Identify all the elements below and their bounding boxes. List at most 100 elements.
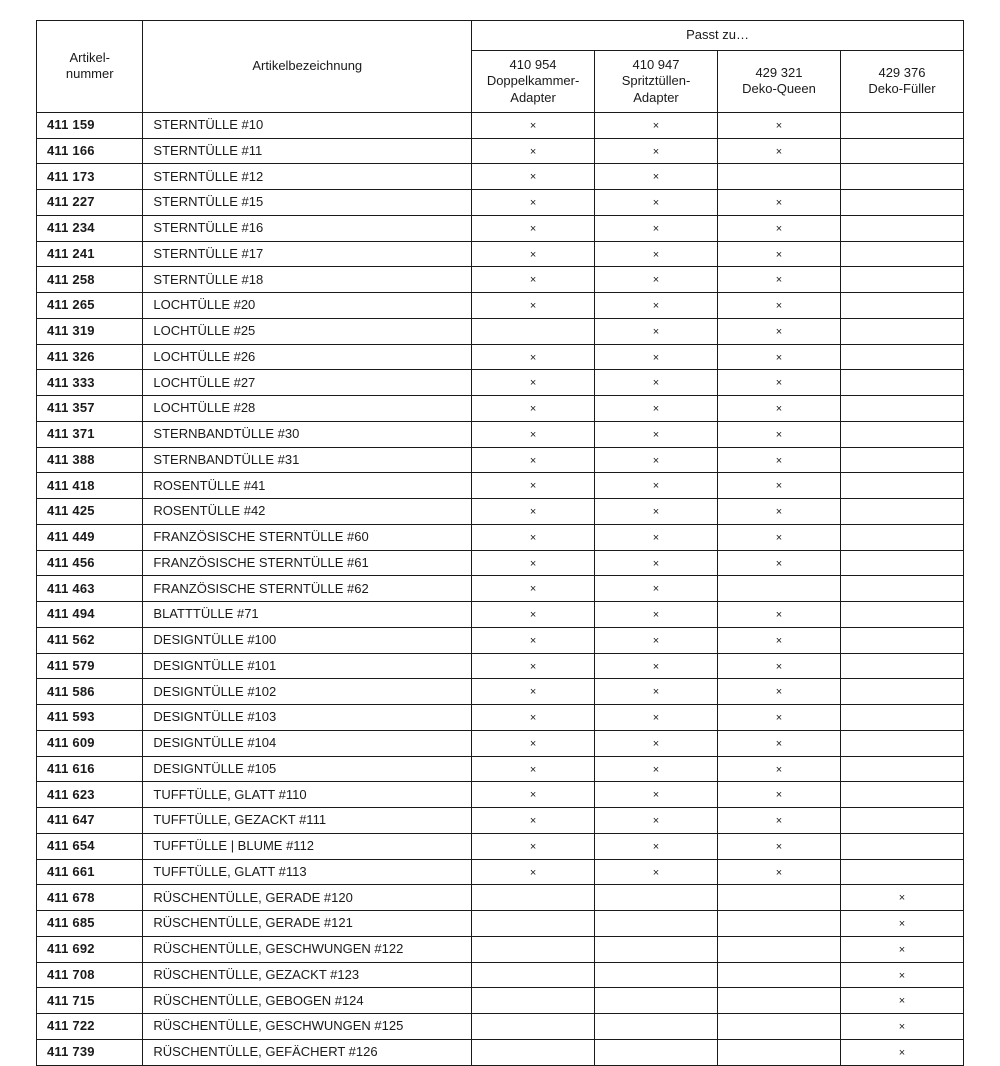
cell-fit-3: × bbox=[840, 1039, 963, 1065]
cell-fit-0: × bbox=[472, 190, 595, 216]
cell-fit-2: × bbox=[717, 421, 840, 447]
cell-artikelnummer: 411 265 bbox=[37, 293, 143, 319]
check-mark-icon: × bbox=[776, 429, 782, 441]
check-mark-icon: × bbox=[653, 171, 659, 183]
table-row: 411 593DESIGNTÜLLE #103××× bbox=[37, 705, 964, 731]
cell-fit-0: × bbox=[472, 215, 595, 241]
table-row: 411 739RÜSCHENTÜLLE, GEFÄCHERT #126× bbox=[37, 1039, 964, 1065]
cell-fit-0: × bbox=[472, 602, 595, 628]
cell-fit-2 bbox=[717, 576, 840, 602]
cell-artikelbezeichnung: RÜSCHENTÜLLE, GESCHWUNGEN #122 bbox=[143, 936, 472, 962]
cell-fit-1: × bbox=[595, 293, 718, 319]
table-row: 411 463FRANZÖSISCHE STERNTÜLLE #62×× bbox=[37, 576, 964, 602]
cell-artikelbezeichnung: RÜSCHENTÜLLE, GEZACKT #123 bbox=[143, 962, 472, 988]
cell-fit-2: × bbox=[717, 808, 840, 834]
cell-fit-0: × bbox=[472, 705, 595, 731]
cell-fit-2: × bbox=[717, 705, 840, 731]
check-mark-icon: × bbox=[653, 249, 659, 261]
table-body: 411 159STERNTÜLLE #10×××411 166STERNTÜLL… bbox=[37, 112, 964, 1065]
table-row: 411 258STERNTÜLLE #18××× bbox=[37, 267, 964, 293]
check-mark-icon: × bbox=[776, 146, 782, 158]
cell-fit-1: × bbox=[595, 602, 718, 628]
cell-fit-3 bbox=[840, 782, 963, 808]
cell-fit-1 bbox=[595, 988, 718, 1014]
table-row: 411 616DESIGNTÜLLE #105××× bbox=[37, 756, 964, 782]
cell-artikelbezeichnung: RÜSCHENTÜLLE, GERADE #121 bbox=[143, 911, 472, 937]
table-row: 411 159STERNTÜLLE #10××× bbox=[37, 112, 964, 138]
cell-fit-1 bbox=[595, 911, 718, 937]
cell-fit-3 bbox=[840, 808, 963, 834]
cell-fit-0: × bbox=[472, 808, 595, 834]
cell-artikelnummer: 411 609 bbox=[37, 730, 143, 756]
check-mark-icon: × bbox=[776, 609, 782, 621]
check-mark-icon: × bbox=[899, 892, 905, 904]
cell-fit-2: × bbox=[717, 550, 840, 576]
table-row: 411 388STERNBANDTÜLLE #31××× bbox=[37, 447, 964, 473]
cell-fit-0: × bbox=[472, 138, 595, 164]
cell-fit-2: × bbox=[717, 499, 840, 525]
cell-fit-2: × bbox=[717, 602, 840, 628]
cell-artikelnummer: 411 234 bbox=[37, 215, 143, 241]
cell-artikelbezeichnung: LOCHTÜLLE #27 bbox=[143, 370, 472, 396]
check-mark-icon: × bbox=[776, 403, 782, 415]
cell-fit-0: × bbox=[472, 859, 595, 885]
cell-fit-3 bbox=[840, 524, 963, 550]
check-mark-icon: × bbox=[776, 532, 782, 544]
cell-fit-0: × bbox=[472, 499, 595, 525]
check-mark-icon: × bbox=[776, 686, 782, 698]
check-mark-icon: × bbox=[530, 841, 536, 853]
table-row: 411 173STERNTÜLLE #12×× bbox=[37, 164, 964, 190]
cell-fit-2: × bbox=[717, 112, 840, 138]
check-mark-icon: × bbox=[530, 197, 536, 209]
cell-artikelnummer: 411 388 bbox=[37, 447, 143, 473]
check-mark-icon: × bbox=[899, 970, 905, 982]
table-row: 411 265LOCHTÜLLE #20××× bbox=[37, 293, 964, 319]
cell-fit-2 bbox=[717, 1039, 840, 1065]
cell-fit-3 bbox=[840, 370, 963, 396]
header-passt-zu: Passt zu… bbox=[472, 21, 964, 51]
cell-fit-3: × bbox=[840, 936, 963, 962]
cell-fit-3: × bbox=[840, 911, 963, 937]
cell-fit-2: × bbox=[717, 679, 840, 705]
cell-artikelnummer: 411 166 bbox=[37, 138, 143, 164]
cell-fit-3 bbox=[840, 241, 963, 267]
table-row: 411 234STERNTÜLLE #16××× bbox=[37, 215, 964, 241]
cell-fit-0: × bbox=[472, 576, 595, 602]
check-mark-icon: × bbox=[530, 455, 536, 467]
cell-artikelnummer: 411 692 bbox=[37, 936, 143, 962]
check-mark-icon: × bbox=[776, 815, 782, 827]
cell-artikelnummer: 411 425 bbox=[37, 499, 143, 525]
cell-fit-2: × bbox=[717, 473, 840, 499]
cell-fit-1: × bbox=[595, 138, 718, 164]
cell-fit-3 bbox=[840, 447, 963, 473]
check-mark-icon: × bbox=[530, 764, 536, 776]
cell-artikelnummer: 411 357 bbox=[37, 396, 143, 422]
cell-fit-1: × bbox=[595, 215, 718, 241]
cell-fit-1: × bbox=[595, 421, 718, 447]
header-fit-col-3: 429 376Deko-Füller bbox=[840, 51, 963, 113]
cell-artikelbezeichnung: ROSENTÜLLE #42 bbox=[143, 499, 472, 525]
check-mark-icon: × bbox=[653, 223, 659, 235]
cell-fit-1: × bbox=[595, 499, 718, 525]
cell-fit-1: × bbox=[595, 653, 718, 679]
cell-artikelbezeichnung: LOCHTÜLLE #20 bbox=[143, 293, 472, 319]
cell-fit-3 bbox=[840, 653, 963, 679]
cell-fit-0: × bbox=[472, 112, 595, 138]
cell-fit-0: × bbox=[472, 550, 595, 576]
table-row: 411 661TUFFTÜLLE, GLATT #113××× bbox=[37, 859, 964, 885]
cell-fit-1 bbox=[595, 1014, 718, 1040]
cell-artikelbezeichnung: RÜSCHENTÜLLE, GESCHWUNGEN #125 bbox=[143, 1014, 472, 1040]
table-row: 411 708RÜSCHENTÜLLE, GEZACKT #123× bbox=[37, 962, 964, 988]
check-mark-icon: × bbox=[653, 635, 659, 647]
cell-fit-3 bbox=[840, 215, 963, 241]
cell-artikelbezeichnung: LOCHTÜLLE #26 bbox=[143, 344, 472, 370]
cell-fit-2: × bbox=[717, 833, 840, 859]
cell-fit-2: × bbox=[717, 782, 840, 808]
check-mark-icon: × bbox=[776, 661, 782, 673]
cell-artikelnummer: 411 661 bbox=[37, 859, 143, 885]
cell-fit-2: × bbox=[717, 653, 840, 679]
cell-artikelnummer: 411 722 bbox=[37, 1014, 143, 1040]
cell-artikelnummer: 411 371 bbox=[37, 421, 143, 447]
check-mark-icon: × bbox=[776, 480, 782, 492]
check-mark-icon: × bbox=[530, 352, 536, 364]
